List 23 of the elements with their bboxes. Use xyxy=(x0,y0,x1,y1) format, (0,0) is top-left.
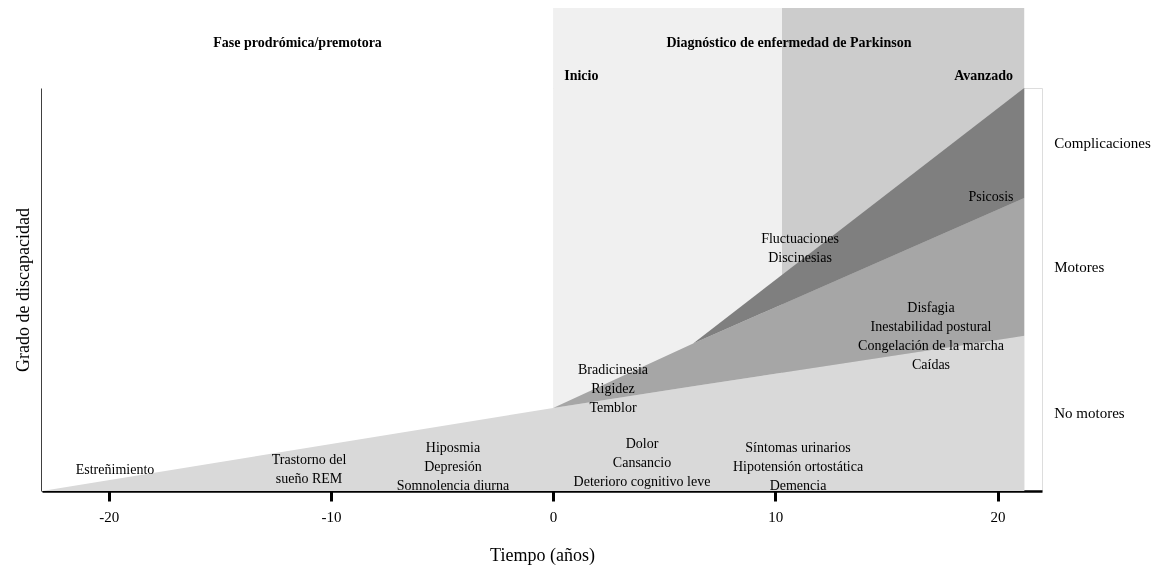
annotation: Psicosis xyxy=(968,189,1014,204)
band-label: Avanzado xyxy=(954,68,1014,83)
annotation: Fluctuaciones Discinesias xyxy=(761,231,839,265)
text: Diagnóstico de enfermedad de Parkinson xyxy=(666,35,912,50)
x-tick-label: -20 xyxy=(99,508,120,525)
y-axis-title: Grado de discapacidad xyxy=(12,208,33,372)
series-label: Motores xyxy=(1054,258,1105,275)
series-label: No motores xyxy=(1054,405,1125,422)
series-label: Complicaciones xyxy=(1054,135,1152,152)
annotation: Síntomas urinarios Hipotensión ortostática Demencia xyxy=(732,440,864,493)
band-label: Inicio xyxy=(564,68,599,83)
annotation: Bradicinesia Rigidez Temblor xyxy=(578,362,649,415)
annotation: Estreñimiento xyxy=(75,462,155,477)
x-tick-label: 10 xyxy=(768,508,784,525)
x-tick-label: -10 xyxy=(321,508,342,525)
annotation: Trastorno del sueño REM xyxy=(271,452,347,486)
annotation: Disfagia Inestabilidad postural Congelación de la marcha Caídas xyxy=(858,300,1005,372)
x-tick-label: 0 xyxy=(549,508,558,525)
x-axis-title: Tiempo (años) xyxy=(490,544,595,566)
annotation: Dolor Cansancio Deterioro cognitivo leve xyxy=(573,436,711,489)
band-label: Fase prodrómica/premotora xyxy=(213,35,382,50)
annotation: Hiposmia Depresión Somnolencia diurna xyxy=(396,440,510,493)
x-tick-label: 20 xyxy=(990,508,1006,525)
